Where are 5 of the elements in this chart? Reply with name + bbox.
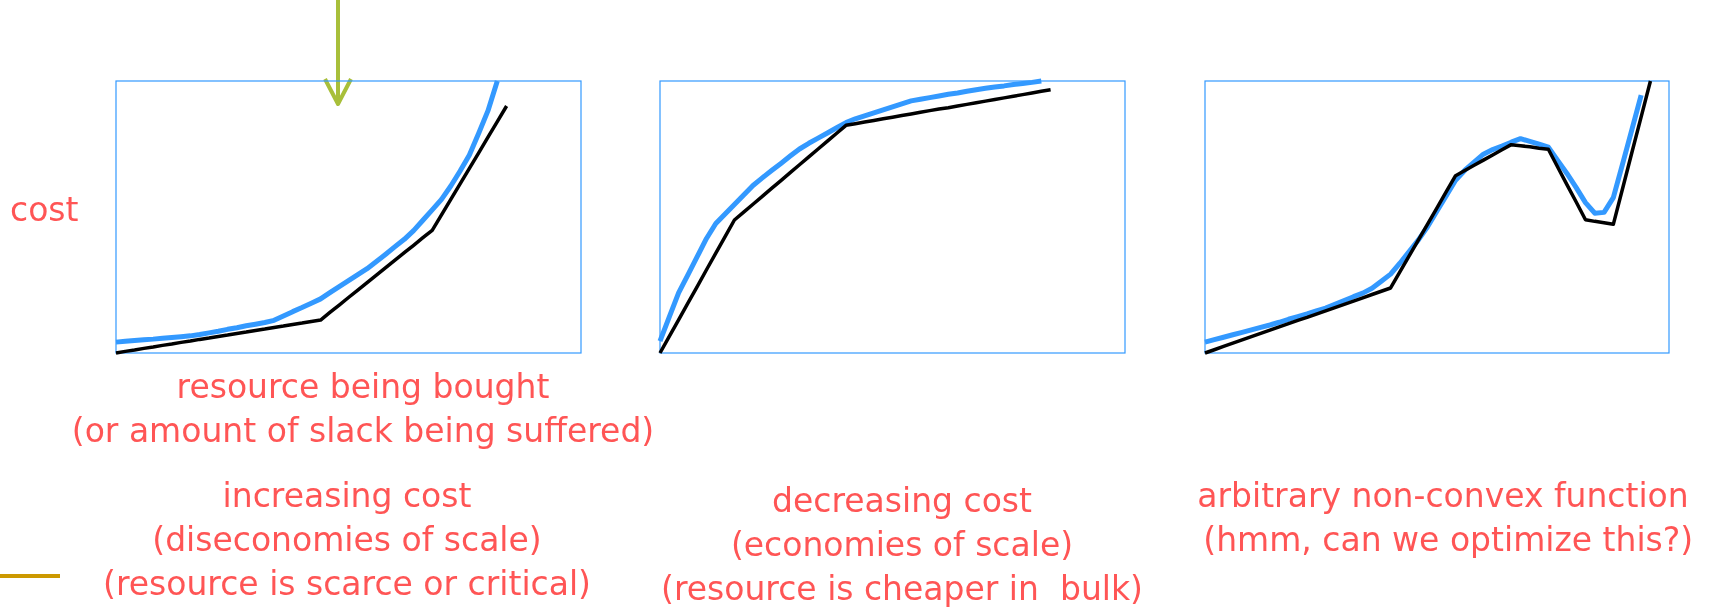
y-axis-title: cost xyxy=(10,190,79,229)
x-axis-title: resource being bought (or amount of slack being suffered) xyxy=(71,367,655,450)
text: decreasing cost (economies of scale) (resource is cheaper in bulk) xyxy=(661,481,1143,608)
text: increasing cost (diseconomies of scale) (resource is scarce or critical) xyxy=(103,476,591,603)
text: arbitrary non-convex function (hmm, can we optimize this?) xyxy=(1192,476,1694,559)
